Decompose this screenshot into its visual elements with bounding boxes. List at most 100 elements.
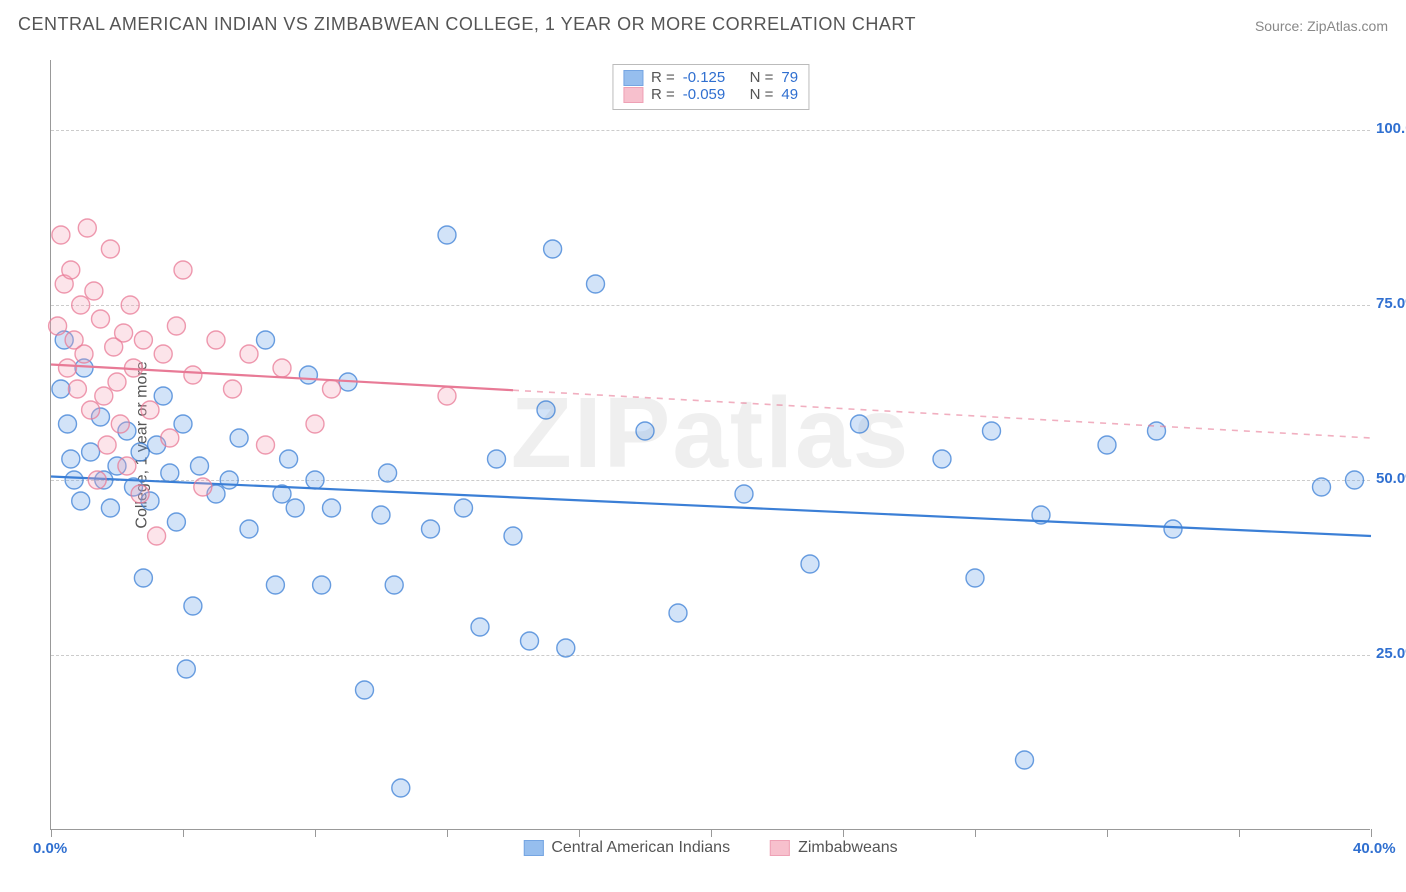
data-point <box>101 499 119 517</box>
data-point <box>735 485 753 503</box>
data-point <box>537 401 555 419</box>
correlation-row-1: R = -0.125 N = 79 <box>623 69 798 86</box>
source-attribution: Source: ZipAtlas.com <box>1255 18 1388 34</box>
data-point <box>438 387 456 405</box>
data-point <box>488 450 506 468</box>
data-point <box>669 604 687 622</box>
x-tick-label: 0.0% <box>33 840 67 857</box>
data-point <box>174 261 192 279</box>
data-point <box>75 345 93 363</box>
data-point <box>286 499 304 517</box>
data-point <box>230 429 248 447</box>
data-point <box>504 527 522 545</box>
scatter-svg <box>51 60 1370 829</box>
n-label: N = <box>750 86 774 103</box>
data-point <box>59 415 77 433</box>
data-point <box>306 471 324 489</box>
data-point <box>72 296 90 314</box>
data-point <box>141 401 159 419</box>
data-point <box>983 422 1001 440</box>
data-point <box>392 779 410 797</box>
data-point <box>177 660 195 678</box>
data-point <box>1164 520 1182 538</box>
legend-item-2: Zimbabweans <box>770 839 898 857</box>
data-point <box>356 681 374 699</box>
legend-label-2: Zimbabweans <box>798 839 898 857</box>
data-point <box>184 366 202 384</box>
data-point <box>1016 751 1034 769</box>
data-point <box>184 597 202 615</box>
data-point <box>154 345 172 363</box>
y-tick-label: 50.0% <box>1376 470 1406 487</box>
legend-swatch-1 <box>523 840 543 856</box>
chart-title: CENTRAL AMERICAN INDIAN VS ZIMBABWEAN CO… <box>18 14 916 35</box>
data-point <box>78 219 96 237</box>
data-point <box>49 317 67 335</box>
data-point <box>1313 478 1331 496</box>
data-point <box>636 422 654 440</box>
data-point <box>95 387 113 405</box>
data-point <box>118 457 136 475</box>
data-point <box>280 450 298 468</box>
data-point <box>471 618 489 636</box>
data-point <box>161 464 179 482</box>
data-point <box>266 576 284 594</box>
data-point <box>85 282 103 300</box>
data-point <box>587 275 605 293</box>
data-point <box>273 359 291 377</box>
data-point <box>521 632 539 650</box>
data-point <box>240 345 258 363</box>
data-point <box>134 569 152 587</box>
data-point <box>101 240 119 258</box>
data-point <box>544 240 562 258</box>
x-tick-label: 40.0% <box>1353 840 1396 857</box>
data-point <box>82 401 100 419</box>
data-point <box>98 436 116 454</box>
n-value-2: 49 <box>781 86 798 103</box>
data-point <box>933 450 951 468</box>
data-point <box>148 527 166 545</box>
data-point <box>385 576 403 594</box>
data-point <box>240 520 258 538</box>
legend-label-1: Central American Indians <box>551 839 730 857</box>
data-point <box>65 471 83 489</box>
data-point <box>220 471 238 489</box>
data-point <box>131 485 149 503</box>
y-tick-label: 100.0% <box>1376 120 1406 137</box>
data-point <box>88 471 106 489</box>
data-point <box>59 359 77 377</box>
data-point <box>207 331 225 349</box>
r-label: R = <box>651 86 675 103</box>
data-point <box>313 576 331 594</box>
plot-area: College, 1 year or more ZIPatlas 25.0%50… <box>50 60 1370 830</box>
data-point <box>62 450 80 468</box>
r-value-1: -0.125 <box>683 69 726 86</box>
data-point <box>134 331 152 349</box>
data-point <box>1148 422 1166 440</box>
r-label: R = <box>651 69 675 86</box>
swatch-series-2 <box>623 87 643 103</box>
n-label: N = <box>750 69 774 86</box>
data-point <box>801 555 819 573</box>
data-point <box>257 331 275 349</box>
data-point <box>323 380 341 398</box>
data-point <box>422 520 440 538</box>
data-point <box>52 380 70 398</box>
bottom-legend: Central American Indians Zimbabweans <box>523 839 897 857</box>
r-value-2: -0.059 <box>683 86 726 103</box>
data-point <box>1098 436 1116 454</box>
data-point <box>299 366 317 384</box>
data-point <box>372 506 390 524</box>
data-point <box>72 492 90 510</box>
legend-item-1: Central American Indians <box>523 839 730 857</box>
data-point <box>306 415 324 433</box>
data-point <box>92 310 110 328</box>
y-tick-label: 75.0% <box>1376 295 1406 312</box>
data-point <box>455 499 473 517</box>
data-point <box>257 436 275 454</box>
data-point <box>167 317 185 335</box>
legend-swatch-2 <box>770 840 790 856</box>
data-point <box>154 387 172 405</box>
data-point <box>174 415 192 433</box>
data-point <box>82 443 100 461</box>
